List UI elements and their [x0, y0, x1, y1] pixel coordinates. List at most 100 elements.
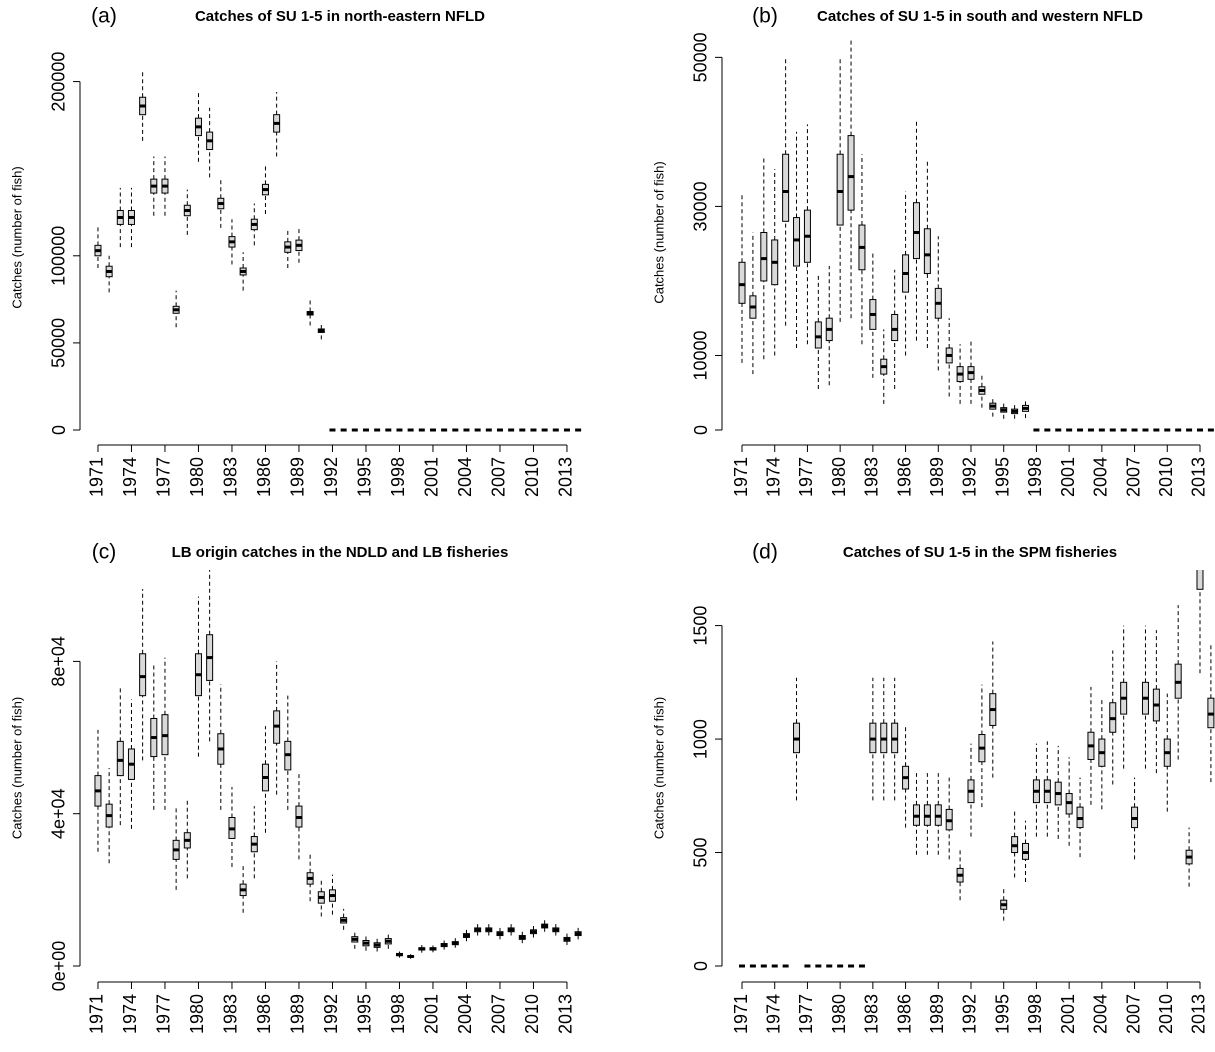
y-tick-label: 0e+00	[49, 941, 69, 992]
x-tick-label: 2007	[489, 457, 509, 497]
x-tick-label: 2001	[1058, 457, 1078, 497]
x-tick-label: 1980	[187, 457, 207, 497]
x-tick-label: 2010	[522, 994, 542, 1034]
x-tick-label: 2013	[556, 994, 576, 1034]
box	[836, 153, 844, 226]
plot-area	[738, 38, 1214, 432]
x-tick-label: 1986	[254, 994, 274, 1034]
panel: (c) LB origin catches in the NDLD and LB …	[9, 541, 582, 1034]
x-tick-label: 1980	[829, 994, 849, 1034]
x-tick-label: 1986	[894, 457, 914, 497]
x-tick-label: 1992	[321, 994, 341, 1034]
x-tick-label: 1980	[187, 994, 207, 1034]
x-tick-label: 2004	[455, 457, 475, 497]
x-tick-label: 1998	[1025, 994, 1045, 1034]
box	[912, 202, 920, 260]
x-tick-label: 1980	[829, 457, 849, 497]
x-tick-label: 2010	[522, 457, 542, 497]
x-tick-label: 1971	[87, 994, 107, 1034]
box	[738, 261, 746, 304]
chart-title: Catches of SU 1-5 in north-eastern NFLD	[195, 8, 485, 25]
panel-label: (d)	[752, 541, 778, 564]
y-axis-label: Catches (number of fish)	[651, 161, 666, 303]
x-tick-label: 2010	[1156, 994, 1176, 1034]
chart-title: LB origin catches in the NDLD and LB fis…	[172, 544, 509, 561]
x-tick-label: 1989	[288, 994, 308, 1034]
y-tick-label: 0	[49, 425, 69, 435]
x-tick-label: 1995	[355, 994, 375, 1034]
panel: (d) Catches of SU 1-5 in the SPM fisherie…	[651, 541, 1215, 1034]
x-tick-label: 1998	[1025, 457, 1045, 497]
chart-title: Catches of SU 1-5 in south and western N…	[817, 8, 1143, 25]
box	[793, 217, 801, 267]
x-tick-label: 1983	[862, 457, 882, 497]
x-tick-label: 1989	[927, 994, 947, 1034]
y-tick-label: 200000	[49, 52, 69, 112]
x-tick-label: 2007	[489, 994, 509, 1034]
panel: (a) Catches of SU 1-5 in north-eastern NF…	[9, 5, 582, 497]
y-tick-label: 50000	[49, 318, 69, 368]
x-tick-label: 1977	[796, 994, 816, 1034]
x-tick-label: 1971	[731, 457, 751, 497]
x-tick-label: 1986	[254, 457, 274, 497]
x-tick-label: 1989	[927, 457, 947, 497]
panel: (b) Catches of SU 1-5 in south and wester…	[651, 5, 1214, 497]
x-tick-label: 1983	[221, 457, 241, 497]
x-tick-label: 1977	[796, 457, 816, 497]
y-axis-label: Catches (number of fish)	[9, 166, 24, 308]
x-tick-label: 2001	[422, 994, 442, 1034]
plot-area	[739, 570, 1215, 968]
y-tick-label: 100000	[49, 226, 69, 286]
x-tick-label: 1992	[960, 457, 980, 497]
x-tick-label: 2004	[1091, 994, 1111, 1034]
x-tick-label: 1977	[154, 994, 174, 1034]
y-tick-label: 10000	[691, 330, 711, 380]
box	[814, 321, 822, 349]
x-tick-label: 1992	[321, 457, 341, 497]
x-tick-label: 1974	[763, 457, 783, 497]
y-tick-label: 1000	[691, 719, 711, 759]
plot-area	[94, 69, 582, 432]
box	[1196, 570, 1204, 590]
box	[760, 232, 768, 282]
x-tick-label: 1995	[355, 457, 375, 497]
x-tick-label: 1992	[960, 994, 980, 1034]
x-tick-label: 1998	[388, 457, 408, 497]
x-tick-label: 1974	[763, 994, 783, 1034]
x-tick-label: 2013	[1189, 457, 1209, 497]
x-tick-label: 1974	[120, 457, 140, 497]
chart-title: Catches of SU 1-5 in the SPM fisheries	[843, 544, 1117, 561]
box	[923, 228, 931, 274]
box	[139, 653, 147, 697]
x-tick-label: 2001	[422, 457, 442, 497]
x-tick-label: 1998	[388, 994, 408, 1034]
x-tick-label: 2007	[1123, 994, 1143, 1034]
x-tick-label: 1986	[894, 994, 914, 1034]
x-tick-label: 1977	[154, 457, 174, 497]
x-tick-label: 1989	[288, 457, 308, 497]
x-tick-label: 1971	[87, 457, 107, 497]
x-tick-label: 2004	[1091, 457, 1111, 497]
x-tick-label: 1995	[992, 457, 1012, 497]
y-tick-label: 1500	[691, 606, 711, 646]
panel-label: (a)	[91, 5, 117, 28]
x-tick-label: 2004	[455, 994, 475, 1034]
x-tick-label: 1995	[992, 994, 1012, 1034]
x-tick-label: 1983	[221, 994, 241, 1034]
x-tick-label: 1983	[862, 994, 882, 1034]
y-tick-label: 500	[691, 838, 711, 868]
x-tick-label: 2007	[1123, 457, 1143, 497]
x-tick-label: 1974	[120, 994, 140, 1034]
plot-area	[94, 570, 582, 959]
y-tick-label: 0	[691, 961, 711, 971]
y-tick-label: 30000	[691, 181, 711, 231]
x-tick-label: 2010	[1156, 457, 1176, 497]
panel-label: (b)	[752, 5, 778, 28]
y-axis-label: Catches (number of fish)	[9, 697, 24, 839]
x-tick-label: 1971	[731, 994, 751, 1034]
panel-label: (c)	[92, 541, 117, 564]
box	[116, 740, 124, 777]
x-tick-label: 2013	[1189, 994, 1209, 1034]
y-tick-label: 0	[691, 425, 711, 435]
